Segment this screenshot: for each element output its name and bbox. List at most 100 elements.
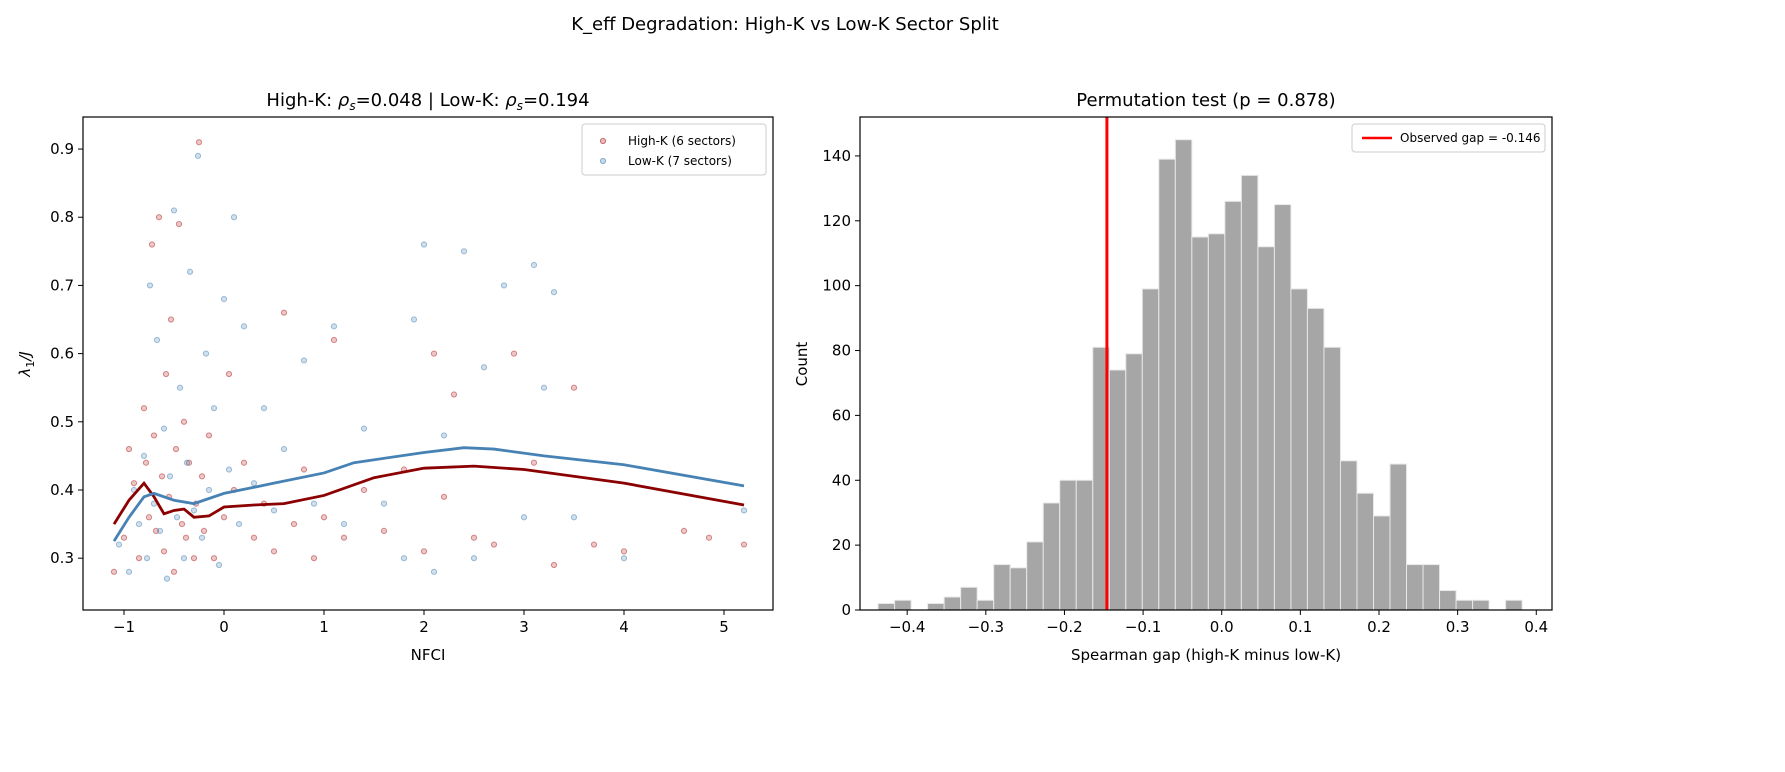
histogram-bar [1372,515,1391,611]
scatter-point-high-k [420,548,428,555]
histogram-bar [1174,139,1193,611]
scatter-point-low-k [198,534,206,541]
histogram-bar [1207,233,1226,611]
histogram-bar [894,599,912,611]
legend-label-high-k: High-K (6 sectors) [628,134,736,148]
scatter-point-low-k [115,541,123,548]
scatter-point-high-k [470,534,478,541]
scatter-point-high-k [172,445,180,453]
scatter-point-high-k [320,514,328,521]
histogram-bar [1257,246,1275,611]
scatter-point-high-k [740,541,748,548]
histogram-bar [877,603,896,611]
scatter-point-low-k [530,261,538,269]
scatter-point-low-k [270,507,278,514]
scatter-point-low-k [240,323,248,330]
scatter-point-high-k [198,473,206,480]
scatter-point-high-k [270,548,278,555]
y-tick-label: 0.9 [50,140,74,158]
scatter-ylabel: λ1/J [16,351,37,377]
scatter-point-high-k [290,520,298,528]
scatter-point-low-k [470,555,478,562]
x-tick-label: 4 [619,618,629,636]
scatter-point-high-k [225,370,233,378]
histogram-bar [1026,541,1044,611]
scatter-point-low-k [280,445,288,453]
figure-title: K_eff Degradation: High-K vs Low-K Secto… [571,14,999,35]
trend-line-low-k [112,446,745,542]
histogram-bar [1042,502,1061,611]
scatter-point-high-k [110,568,118,575]
scatter-point-low-k [250,480,258,487]
histogram-bar [1125,353,1143,611]
scatter-point-low-k [176,384,184,391]
scatter-point-low-k [550,289,558,296]
scatter-point-high-k [182,534,190,541]
histogram-panel: Permutation test (p = 0.878) Spearman ga… [793,90,1553,664]
scatter-point-low-k [183,459,191,466]
x-tick-label: 0.4 [1524,618,1548,636]
scatter-point-low-k [520,514,528,521]
histogram-bar [1059,479,1077,611]
scatter-point-low-k [430,568,438,575]
scatter-point-high-k [142,459,150,466]
scatter-point-high-k [340,534,348,541]
trend-line-high-k [112,464,745,525]
scatter-point-low-k [140,452,148,459]
scatter-point-low-k [225,466,233,473]
histogram-bar [993,564,1011,611]
scatter-point-low-k [163,575,171,582]
histogram-bar [1141,288,1160,611]
scatter-point-low-k [540,384,548,391]
histogram-bar [1339,460,1358,611]
y-tick-label: 120 [822,212,851,230]
scatter-point-low-k [194,152,202,159]
scatter-point-low-k [125,568,133,575]
y-tick-label: 0 [841,601,851,619]
y-tick-label: 80 [832,342,851,360]
scatter-point-high-k [570,384,578,391]
scatter-point-high-k [162,370,170,378]
histogram-bar [1389,463,1408,611]
x-tick-label: −0.1 [1125,618,1161,636]
scatter-point-low-k [380,500,388,507]
histogram-bar [1273,204,1292,611]
scatter-point-high-k [140,405,148,412]
scatter-point-high-k [170,568,178,575]
scatter-point-high-k [300,466,308,473]
scatter-point-low-k [135,520,143,528]
histogram-ylabel: Count [793,342,811,387]
scatter-point-high-k [148,241,156,248]
scatter-point-high-k [130,480,138,487]
y-tick-label: 60 [832,406,851,424]
scatter-axes-frame [82,116,774,611]
scatter-point-low-k [202,350,210,357]
scatter-point-high-k [175,220,183,228]
histogram-legend: Observed gap = -0.146 [1351,123,1546,153]
scatter-point-low-k [146,282,154,289]
scatter-legend: High-K (6 sectors) Low-K (7 sectors) [581,123,767,176]
scatter-point-high-k [450,391,458,398]
scatter-point-low-k [143,555,151,562]
y-tick-label: 0.6 [50,345,74,363]
y-tick-label: 0.4 [50,481,74,499]
y-tick-label: 20 [832,536,851,554]
scatter-point-high-k [440,493,448,500]
legend-marker-low-k [599,157,607,165]
scatter-point-high-k [705,534,713,541]
scatter-point-high-k [310,555,318,562]
x-tick-label: 5 [719,618,729,636]
scatter-point-high-k [195,139,203,146]
scatter-point-high-k [220,514,228,521]
histogram-bar [976,599,995,611]
scatter-point-high-k [330,336,338,344]
scatter-point-low-k [190,507,198,514]
x-tick-label: 2 [419,618,429,636]
scatter-point-high-k [550,561,558,569]
x-tick-label: 0.2 [1367,618,1391,636]
scatter-title: High-K: ρs=0.048 | Low-K: ρs=0.194 [266,90,589,113]
y-tick-label: 0.7 [50,276,74,294]
scatter-point-low-k [220,295,228,303]
histogram-bar [1240,174,1259,611]
x-tick-label: −0.2 [1046,618,1082,636]
